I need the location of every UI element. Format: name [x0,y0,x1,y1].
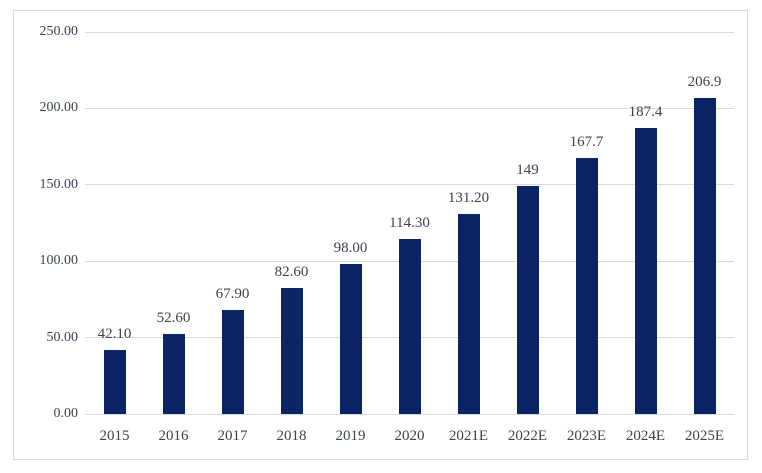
bar-2022E [516,186,539,414]
x-axis-tick-label: 2023E [566,428,607,444]
x-axis-tick-label: 2017 [217,428,248,444]
bar-value-label: 167.7 [569,133,604,150]
bar-2025E [693,97,716,414]
bar-2020 [398,239,421,414]
bar-2016 [162,333,185,414]
bar-2021E [457,213,480,414]
bar-value-label: 206.9 [687,73,722,90]
bar-value-label: 67.90 [215,286,250,303]
bar-value-label: 98.00 [333,240,368,257]
gridline [85,184,734,186]
bar-2024E [634,127,657,414]
x-axis-tick-label: 2015 [99,428,130,444]
x-axis-tick-label: 2018 [276,428,307,444]
bar-2023E [575,157,598,414]
gridline [85,31,734,33]
x-axis-tick-label: 2019 [335,428,366,444]
x-axis-tick-label: 2025E [684,428,725,444]
bar-value-label: 149 [516,162,539,179]
x-axis-line [85,413,734,415]
bar-chart: 0.00 50.00 100.00 150.00 200.00 250.00 42.10 20… [13,10,748,460]
y-axis-tick-label: 100.00 [39,253,79,269]
bar-value-label: 131.20 [447,189,490,206]
bar-2019 [339,264,362,414]
bar-value-label: 187.4 [628,103,663,120]
bar-value-label: 52.60 [156,309,191,326]
bar-value-label: 114.30 [389,215,430,232]
y-axis-tick-label: 150.00 [39,176,79,192]
y-axis-tick-label: 50.00 [46,329,79,345]
x-axis-tick-label: 2024E [625,428,666,444]
x-axis-tick-label: 2021E [448,428,489,444]
y-axis-tick-label: 200.00 [39,100,79,116]
x-axis-tick-label: 2020 [394,428,425,444]
bar-value-label: 42.10 [97,325,132,342]
x-axis-tick-label: 2016 [158,428,189,444]
x-axis-tick-label: 2022E [507,428,548,444]
bar-value-label: 82.60 [274,263,309,280]
bar-2017 [221,310,244,414]
bar-2018 [280,287,303,414]
y-axis-tick-label: 250.00 [39,24,79,39]
bar-2015 [103,349,126,414]
gridline [85,107,734,109]
y-axis-tick-label: 0.00 [53,406,79,421]
